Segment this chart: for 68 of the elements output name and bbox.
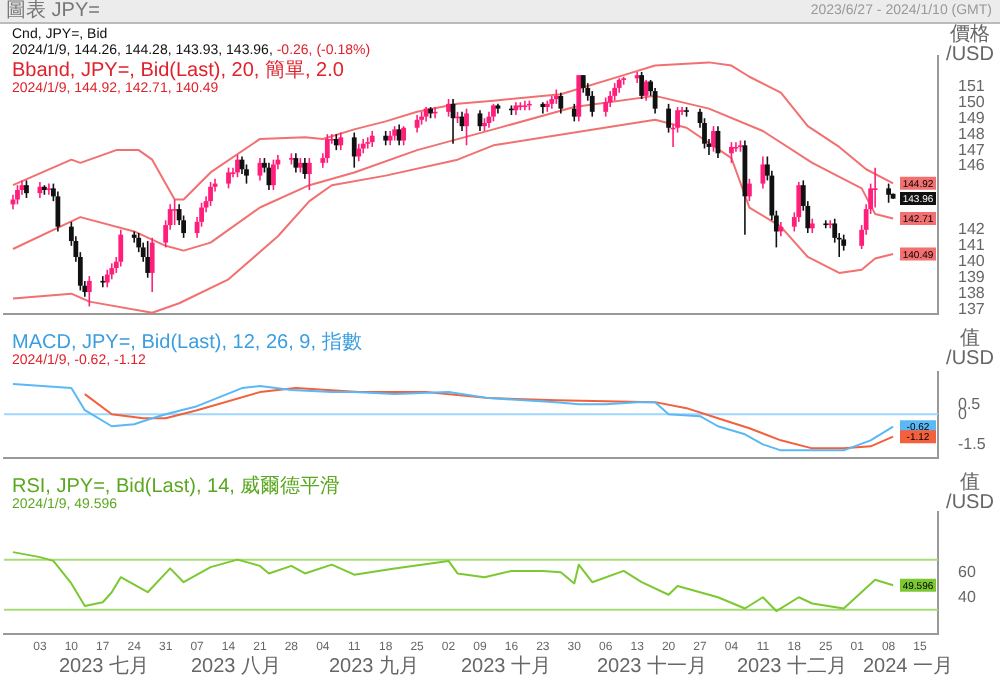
candlestick [365,136,371,150]
text: RSI, JPY=, Bid(Last), 14, 威爾德平滑 [12,476,341,498]
candlestick [226,166,231,190]
y-tick-label: 142 [958,220,986,239]
y-tick-label: 138 [958,284,986,303]
candlestick [172,198,178,226]
y-axis-title: 值 /USD [944,472,996,514]
y-tick-label: 151 [958,76,986,95]
candlestick [522,99,528,112]
text: 2023 八月 [190,656,282,678]
candlestick [235,154,240,179]
candlestick [589,90,595,118]
candlestick [823,219,829,230]
candlestick [401,125,407,147]
text: 2023 九月 [328,656,420,678]
candlestick [666,103,671,134]
text: 2024 一月 [862,656,954,678]
y-tick-label: 40 [958,587,977,606]
candlestick [351,131,357,169]
candlestick [702,117,707,150]
candlestick [293,152,299,174]
candlestick [15,184,20,206]
candlestick [760,155,766,190]
text: MACD, JPY=, Bid(Last), 12, 26, 9, 指數 [12,332,362,354]
candlestick [558,91,564,115]
candlestick [149,237,155,293]
y-tick-label: 150 [958,92,986,111]
candlestick [827,219,833,230]
candlestick [131,230,137,244]
y-axis-title: 值 /USD [944,328,996,370]
y-tick-label: 146 [958,156,986,175]
candlestick [306,157,312,191]
annotation: Bband, JPY=, Bid(Last), 20, 簡單, 2.0 [12,60,344,82]
candlestick [729,141,734,164]
candlestick [747,178,752,202]
candlestick [244,163,249,185]
candlestick [796,181,802,223]
y-tick-label: -1.5 [958,434,987,453]
candlestick [302,157,308,180]
y-tick-label: 137 [958,300,986,319]
text: 2023 十月 [460,656,552,678]
candlestick [652,87,658,115]
candlestick [576,74,582,123]
text: 2023 十二月 [736,656,848,678]
chart-title: 圖表 JPY= [6,0,100,22]
candlestick [872,166,878,209]
candlestick [271,158,276,191]
y-tick-label: 140 [958,252,986,271]
text: 2023 七月 [58,656,150,678]
y-tick-label: 148 [958,124,986,143]
y-axis-title: 價格 /USD [944,24,996,66]
candlestick [603,96,609,118]
candlestick [55,190,61,233]
y-tick-label: 149 [958,108,986,127]
candlestick [46,182,52,196]
candlestick [100,275,106,289]
y-tick-label: 147 [958,140,986,159]
candlestick [639,71,645,100]
text: 2023 十一月 [596,656,708,678]
y-tick-label: 139 [958,268,986,287]
candlestick [324,133,330,164]
y-tick-label: 141 [958,236,986,255]
candlestick [118,229,124,268]
candlestick [711,125,716,153]
candlestick [464,107,469,147]
candlestick [145,240,151,279]
y-tick-label: 60 [958,562,977,581]
candlestick [208,181,213,207]
